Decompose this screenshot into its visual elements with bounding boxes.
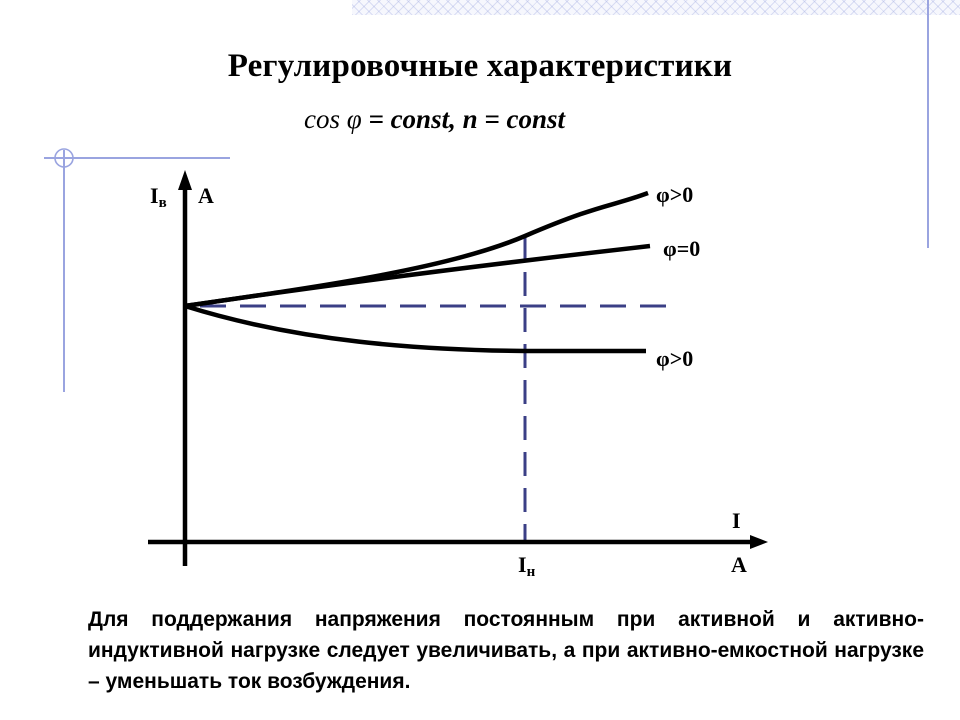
x-axis-unit: A [731,552,747,577]
y-axis-arrow-icon [178,170,192,190]
decorative-circle-icon [54,148,74,168]
rated-current-label: Iн [518,552,536,580]
x-axis-symbol: I [732,508,741,533]
curve-label-lower: φ>0 [656,346,694,371]
formula-cos-part: cos φ [304,104,362,134]
curve-phi-positive-lower [184,303,646,354]
x-axis-arrow-icon [750,535,768,549]
slide-body-text: Для поддержания напряжения постоянным пр… [88,608,924,693]
y-axis-symbol: Iв [150,183,167,211]
curve-label-middle: φ=0 [663,236,701,261]
formula-rest: = const, n = const [361,104,565,134]
curve-phi-positive-upper [184,190,649,309]
y-axis-unit: A [198,183,214,208]
curve-label-upper: φ>0 [656,182,694,207]
decorative-pattern-band [352,0,960,15]
curve-phi-zero [184,243,651,309]
slide-subtitle-formula: cos φ = const, n = const [304,104,565,135]
slide-title: Регулировочные характеристики [227,48,733,84]
